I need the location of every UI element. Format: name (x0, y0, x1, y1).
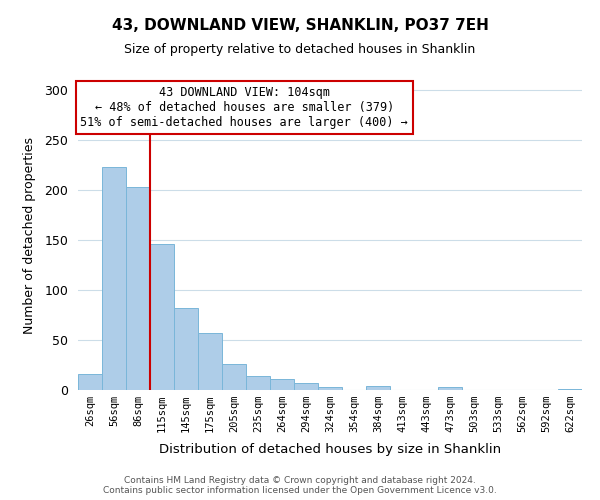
Bar (366, 386, 390, 390)
Bar (198, 333, 222, 390)
Bar (246, 376, 270, 390)
Y-axis label: Number of detached properties: Number of detached properties (23, 136, 36, 334)
X-axis label: Distribution of detached houses by size in Shanklin: Distribution of detached houses by size … (159, 444, 501, 456)
Text: 43, DOWNLAND VIEW, SHANKLIN, PO37 7EH: 43, DOWNLAND VIEW, SHANKLIN, PO37 7EH (112, 18, 488, 32)
Bar (438, 387, 462, 390)
Bar (150, 244, 174, 390)
Bar (174, 308, 198, 390)
Text: Size of property relative to detached houses in Shanklin: Size of property relative to detached ho… (124, 42, 476, 56)
Bar (270, 379, 294, 390)
Bar (294, 383, 318, 390)
Bar (222, 364, 246, 390)
Bar (78, 374, 102, 390)
Bar (126, 187, 150, 390)
Bar (102, 167, 126, 390)
Bar (318, 387, 342, 390)
Bar (558, 389, 582, 390)
Text: 43 DOWNLAND VIEW: 104sqm
← 48% of detached houses are smaller (379)
51% of semi-: 43 DOWNLAND VIEW: 104sqm ← 48% of detach… (80, 86, 408, 129)
Text: Contains HM Land Registry data © Crown copyright and database right 2024.
Contai: Contains HM Land Registry data © Crown c… (103, 476, 497, 495)
